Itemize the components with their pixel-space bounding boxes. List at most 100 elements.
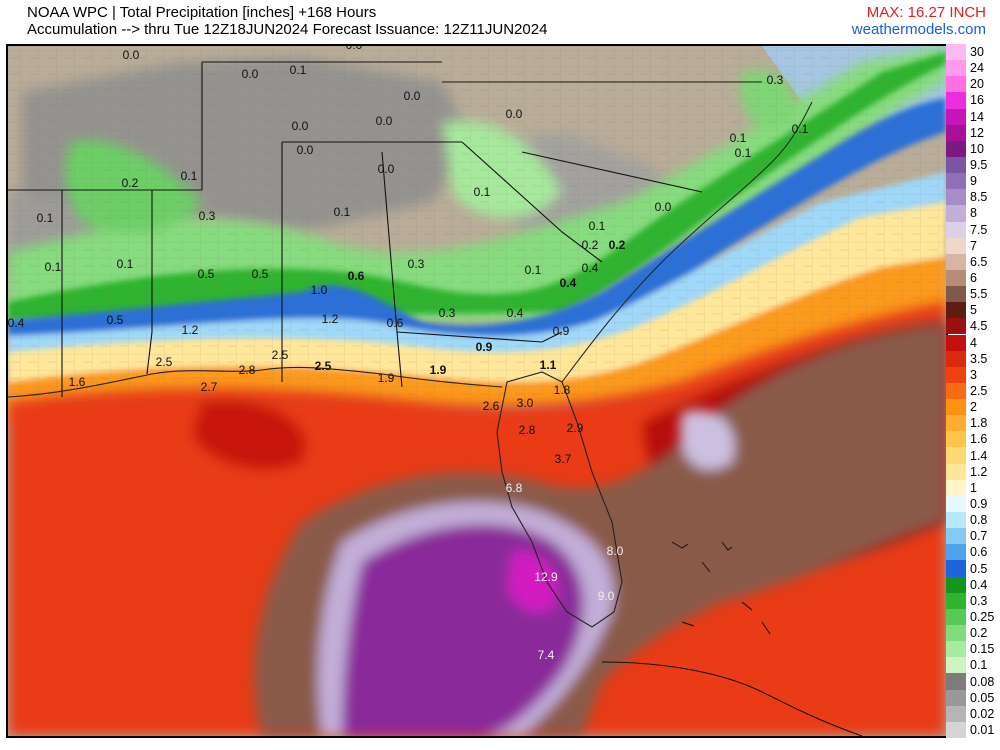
legend-entry: 7 — [946, 237, 1000, 254]
legend-swatch — [946, 576, 966, 593]
precip-value-label: 0.4 — [581, 261, 599, 275]
legend-label: 0.15 — [970, 642, 995, 657]
legend-swatch — [946, 189, 966, 206]
legend-entry: 8 — [946, 205, 1000, 222]
lavender-east — [680, 410, 735, 470]
legend-label: 7 — [970, 238, 977, 253]
map-canvas — [8, 46, 946, 736]
precip-value-label: 0.2 — [581, 238, 599, 252]
precip-value-label: 0.0 — [296, 143, 314, 157]
legend-swatch — [946, 544, 966, 561]
precip-value-label: 0.9 — [552, 324, 570, 338]
legend-label: 3.5 — [970, 351, 988, 366]
legend-swatch — [946, 689, 966, 706]
legend-entry: 5 — [946, 302, 1000, 319]
precip-value-label: 1.2 — [321, 312, 339, 326]
legend-label: 5.5 — [970, 287, 988, 302]
legend-entry: 24 — [946, 60, 1000, 77]
precip-value-label: 0.0 — [291, 119, 309, 133]
precipitation-map[interactable]: 0.0 0.0 0.0 0.1 0.0 0.0 0.0 0.0 0.3 0.1 0.1 0.1 0.0 0… — [6, 44, 948, 738]
legend-entry: 9.5 — [946, 156, 1000, 174]
legend-swatch — [946, 108, 966, 125]
legend-swatch — [946, 334, 966, 351]
legend-label: 0.25 — [970, 609, 995, 624]
max-label: MAX: 16.27 INCH — [866, 4, 986, 21]
legend-entry: 5.5 — [946, 286, 1000, 303]
legend-entry: 0.8 — [946, 512, 1000, 529]
legend-label: 0.7 — [970, 529, 988, 544]
precip-value-label: 2.5 — [314, 359, 332, 373]
site-link[interactable]: weathermodels.com — [851, 21, 986, 38]
legend-entry: 20 — [946, 76, 1000, 93]
legend-entry: 3.5 — [946, 350, 1000, 367]
legend-swatch — [946, 641, 966, 658]
legend-label: 24 — [970, 61, 984, 76]
legend-entry: 1 — [946, 479, 1000, 496]
precip-value-label: 0.0 — [241, 67, 259, 81]
precip-value-label: 8.0 — [606, 544, 624, 558]
magenta-core — [507, 551, 558, 613]
legend-swatch — [946, 221, 966, 238]
legend-label: 7.5 — [970, 222, 988, 237]
precip-value-label: 2.8 — [238, 363, 256, 377]
legend-entry: 0.1 — [946, 657, 1000, 674]
precip-value-label: 1.9 — [377, 371, 395, 385]
legend-swatch — [946, 625, 966, 642]
legend-entry: 2.5 — [946, 382, 1000, 400]
county-lines — [8, 46, 946, 406]
legend-swatch — [946, 415, 966, 432]
legend-label: 0.2 — [970, 626, 988, 641]
precip-value-label: 7.4 — [537, 648, 555, 662]
legend-swatch — [946, 528, 966, 545]
legend-swatch — [946, 447, 966, 464]
legend-entry: 0.25 — [946, 608, 1000, 625]
legend-swatch — [946, 399, 966, 416]
legend-entry: 0.2 — [946, 625, 1000, 642]
legend-entry: 10 — [946, 140, 1000, 157]
legend-label: 8.5 — [970, 190, 988, 205]
legend-label: 0.5 — [970, 561, 988, 576]
legend-entry: 30 — [946, 44, 1000, 61]
precip-value-label: 0.5 — [197, 267, 215, 281]
precip-value-label: 2.5 — [271, 348, 289, 362]
legend-swatch — [946, 350, 966, 367]
legend-entry: 6.5 — [946, 253, 1000, 270]
legend-entry: 1.8 — [946, 415, 1000, 432]
precip-value-label: 0.5 — [251, 267, 269, 281]
precip-value-label: 0.2 — [121, 176, 139, 190]
legend-swatch — [946, 318, 966, 335]
precip-value-label: 2.7 — [200, 380, 218, 394]
legend-entry: 0.7 — [946, 528, 1000, 545]
legend-label: 9.5 — [970, 158, 988, 173]
precip-value-label: 0.5 — [106, 313, 124, 327]
legend-label: 2 — [970, 400, 977, 415]
legend-entry: 1.2 — [946, 463, 1000, 480]
precip-value-label: 3.0 — [516, 396, 534, 410]
legend-label: 1.6 — [970, 432, 988, 447]
precip-value-label: 1.0 — [310, 283, 328, 297]
legend-swatch — [946, 286, 966, 303]
legend-label: 2.5 — [970, 383, 988, 398]
precip-value-label: 0.1 — [44, 260, 62, 274]
precip-value-label: 0.1 — [588, 219, 606, 233]
precip-value-label: 0.0 — [377, 162, 395, 176]
header: NOAA WPC | Total Precipitation [inches] … — [0, 0, 1000, 44]
legend-label: 6.5 — [970, 254, 988, 269]
legend-entry: 12 — [946, 124, 1000, 141]
precip-value-label: 0.2 — [608, 238, 626, 252]
legend-swatch — [946, 592, 966, 609]
precip-value-label: 0.0 — [122, 48, 140, 62]
legend-entry: 8.5 — [946, 189, 1000, 206]
precip-value-label: 0.3 — [438, 306, 456, 320]
legend-swatch — [946, 269, 966, 287]
legend-swatch — [946, 76, 966, 93]
legend-entry: 6 — [946, 269, 1000, 287]
legend-swatch — [946, 673, 966, 690]
legend-entry: 4 — [946, 334, 1000, 351]
legend-entry: 1.6 — [946, 431, 1000, 448]
precip-value-label: 0.3 — [198, 209, 216, 223]
legend-label: 0.3 — [970, 593, 988, 608]
legend-swatch — [946, 705, 966, 722]
legend-label: 10 — [970, 141, 984, 156]
precip-value-label: 0.1 — [116, 257, 134, 271]
